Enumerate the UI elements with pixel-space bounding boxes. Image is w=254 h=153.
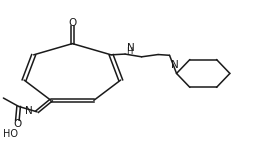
Text: HO: HO xyxy=(3,129,18,139)
Text: N: N xyxy=(25,106,32,116)
Text: N: N xyxy=(171,60,178,70)
Text: O: O xyxy=(13,119,22,129)
Text: N: N xyxy=(126,43,134,53)
Text: O: O xyxy=(68,18,76,28)
Text: H: H xyxy=(126,47,133,56)
